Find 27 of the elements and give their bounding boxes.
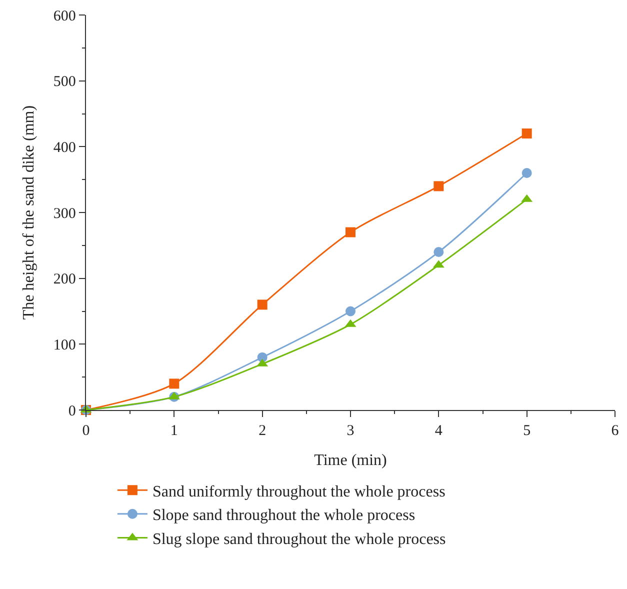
y-tick-label: 0 xyxy=(68,403,76,420)
point xyxy=(434,247,444,257)
x-tick-label: 3 xyxy=(346,423,354,440)
point xyxy=(169,378,180,389)
x-tick-label: 4 xyxy=(434,423,443,440)
point xyxy=(522,128,532,138)
x-tick-label: 2 xyxy=(258,423,266,440)
legend-label: Sand uniformly throughout the whole process xyxy=(152,483,446,500)
y-axis-title: The height of the sand dike (mm) xyxy=(20,105,38,320)
legend-label: Slope sand throughout the whole process xyxy=(152,507,416,524)
y-tick-label: 200 xyxy=(53,272,76,288)
x-axis-title: Time (min) xyxy=(314,452,387,469)
legend-label: Slug slope sand throughout the whole process xyxy=(152,530,446,548)
point xyxy=(522,168,532,178)
y-tick-label: 500 xyxy=(53,74,76,90)
point xyxy=(346,227,356,238)
y-tick-label: 400 xyxy=(53,140,76,156)
y-tick-label: 300 xyxy=(53,206,76,222)
x-tick-label: 0 xyxy=(82,423,90,440)
point xyxy=(434,181,444,192)
x-tick-label: 1 xyxy=(170,423,178,440)
point xyxy=(257,300,268,310)
x-tick-label: 6 xyxy=(611,423,620,440)
y-tick-label: 100 xyxy=(53,337,76,354)
x-tick-label: 5 xyxy=(523,423,531,440)
y-tick-label: 600 xyxy=(53,8,76,24)
point xyxy=(346,306,356,316)
